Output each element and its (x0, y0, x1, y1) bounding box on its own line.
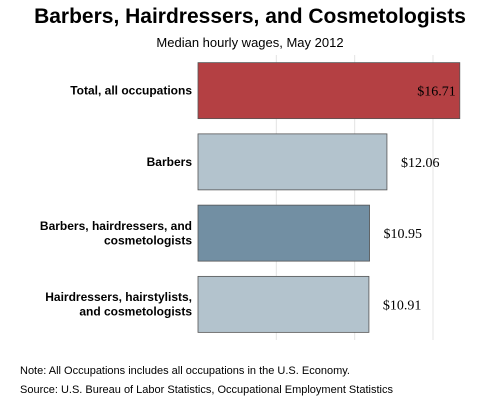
category-labels: Total, all occupations Barbers Barbers, ha… (40, 84, 192, 319)
bar-chart: Total, all occupations Barbers Barbers, ha… (40, 55, 461, 340)
value-label: $16.71 (417, 85, 456, 100)
chart-title: Barbers, Hairdressers, and Cosmetologist… (34, 5, 466, 28)
bars (197, 62, 461, 333)
source-text: Source: U.S. Bureau of Labor Statistics,… (20, 384, 393, 396)
value-label: $12.06 (401, 156, 440, 171)
bar (197, 133, 388, 191)
bar (197, 275, 370, 333)
value-labels: $16.71 $12.06 $10.95 $10.91 (383, 85, 456, 314)
category-label-line: Total, all occupations (70, 84, 192, 98)
value-label: $10.91 (383, 298, 422, 313)
value-label: $10.95 (384, 227, 423, 242)
category-label: Hairdressers, hairstylists, and cosmetolo… (45, 290, 192, 319)
chart-notes: Note: All Occupations includes all occup… (20, 362, 393, 400)
category-label-line: Barbers, hairdressers, and (40, 219, 192, 233)
category-label: Total, all occupations (70, 84, 192, 98)
category-label-line: cosmetologists (104, 233, 192, 247)
bar (197, 62, 461, 120)
note-text: Note: All Occupations includes all occup… (20, 365, 350, 377)
chart-subtitle: Median hourly wages, May 2012 (156, 35, 344, 50)
category-label-line: Barbers (147, 155, 193, 169)
category-label: Barbers (147, 155, 193, 169)
category-label-line: and cosmetologists (79, 305, 192, 319)
category-label-line: Hairdressers, hairstylists, (45, 290, 192, 304)
bar (197, 204, 370, 262)
category-label: Barbers, hairdressers, and cosmetologists (40, 219, 192, 248)
